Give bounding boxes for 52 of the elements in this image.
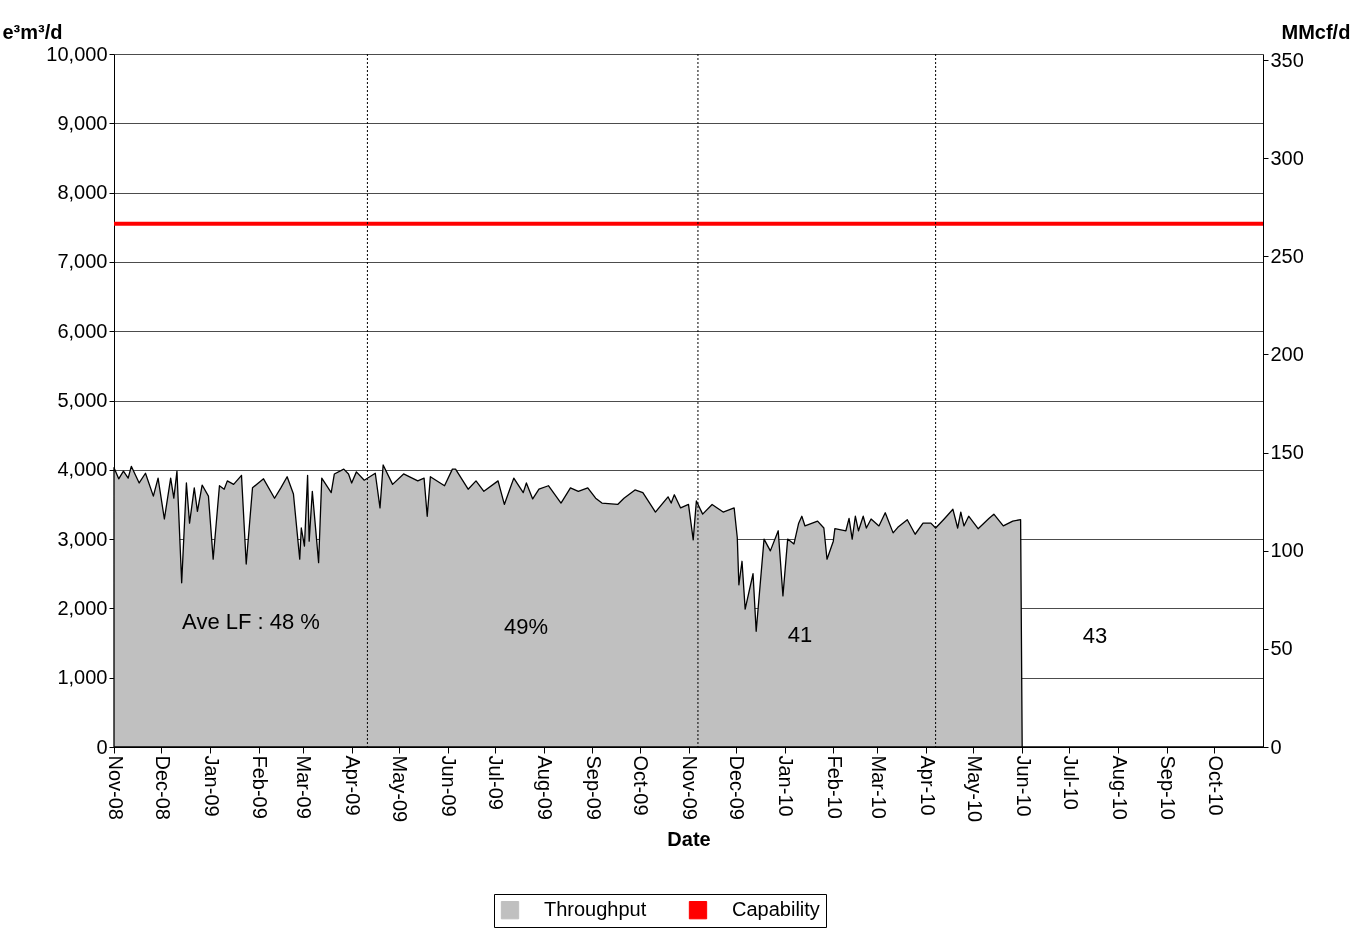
y-tick-label: 0 [96,735,108,758]
x-tick-label: Nov-08 [104,755,127,820]
x-tick-label: Nov-09 [679,755,701,820]
legend-label: Capability [732,898,820,921]
x-tick-label: Dec-08 [151,755,174,820]
x-tick-label: Jan-10 [775,755,798,817]
x-tick-label: Oct-10 [1204,755,1227,816]
x-tick-label: Aug-10 [1108,755,1131,820]
x-tick-label: Feb-10 [823,755,846,819]
x-tick-label: Oct-09 [630,755,653,816]
x-tick-label: Dec-09 [726,755,749,820]
annotation: 49% [503,614,549,639]
x-tick-label: Jun-09 [438,755,461,817]
y-tick-label: 5,000 [57,389,108,411]
x-tick-label: May-09 [389,755,412,823]
y2-tick-label: 350 [1270,48,1304,71]
annotation: 41 [787,622,813,647]
y-axis-title: e³m³/d [2,20,63,43]
y2-tick-label: 250 [1270,244,1304,267]
x-tick-label: Jun-10 [1012,755,1035,817]
y2-tick-label: 0 [1270,735,1282,758]
x-tick-label: Aug-09 [534,755,557,820]
x-tick-label: Jul-09 [485,755,508,810]
x-tick-label: Apr-09 [342,755,365,816]
y-tick-label: 6,000 [57,319,108,342]
annotation: Ave LF : 48 % [182,609,320,634]
x-tick-label: Apr-10 [916,755,939,816]
y-tick-label: 4,000 [57,458,108,481]
y-tick-label: 1,000 [57,666,108,689]
annotation: 43 [1082,623,1108,648]
y-tick-label: 8,000 [57,181,108,204]
x-tick-label: Sep-09 [582,755,605,820]
y-tick-label: 2,000 [57,596,108,619]
x-tick-label: Mar-09 [293,755,316,819]
y2-tick-label: 300 [1270,146,1304,169]
x-tick-label: Jan-09 [200,755,223,817]
y2-tick-label: 50 [1270,637,1293,660]
x-axis-title: Date [667,828,711,851]
x-tick-label: May-10 [963,755,986,823]
y-tick-label: 3,000 [57,527,108,550]
y2-tick-label: 150 [1270,441,1304,464]
y2-tick-label: 200 [1270,342,1304,365]
legend-label: Throughput [544,898,647,921]
y2-axis-title: MMcf/d [1281,20,1351,43]
y-tick-label: 10,000 [46,42,108,65]
x-tick-label: Mar-10 [867,755,890,819]
y-tick-label: 7,000 [57,250,108,273]
x-tick-label: Sep-10 [1157,755,1180,820]
y-tick-label: 9,000 [57,111,108,134]
y2-tick-label: 100 [1270,539,1304,562]
x-tick-label: Jul-10 [1059,755,1082,810]
x-tick-label: Feb-09 [249,755,272,819]
